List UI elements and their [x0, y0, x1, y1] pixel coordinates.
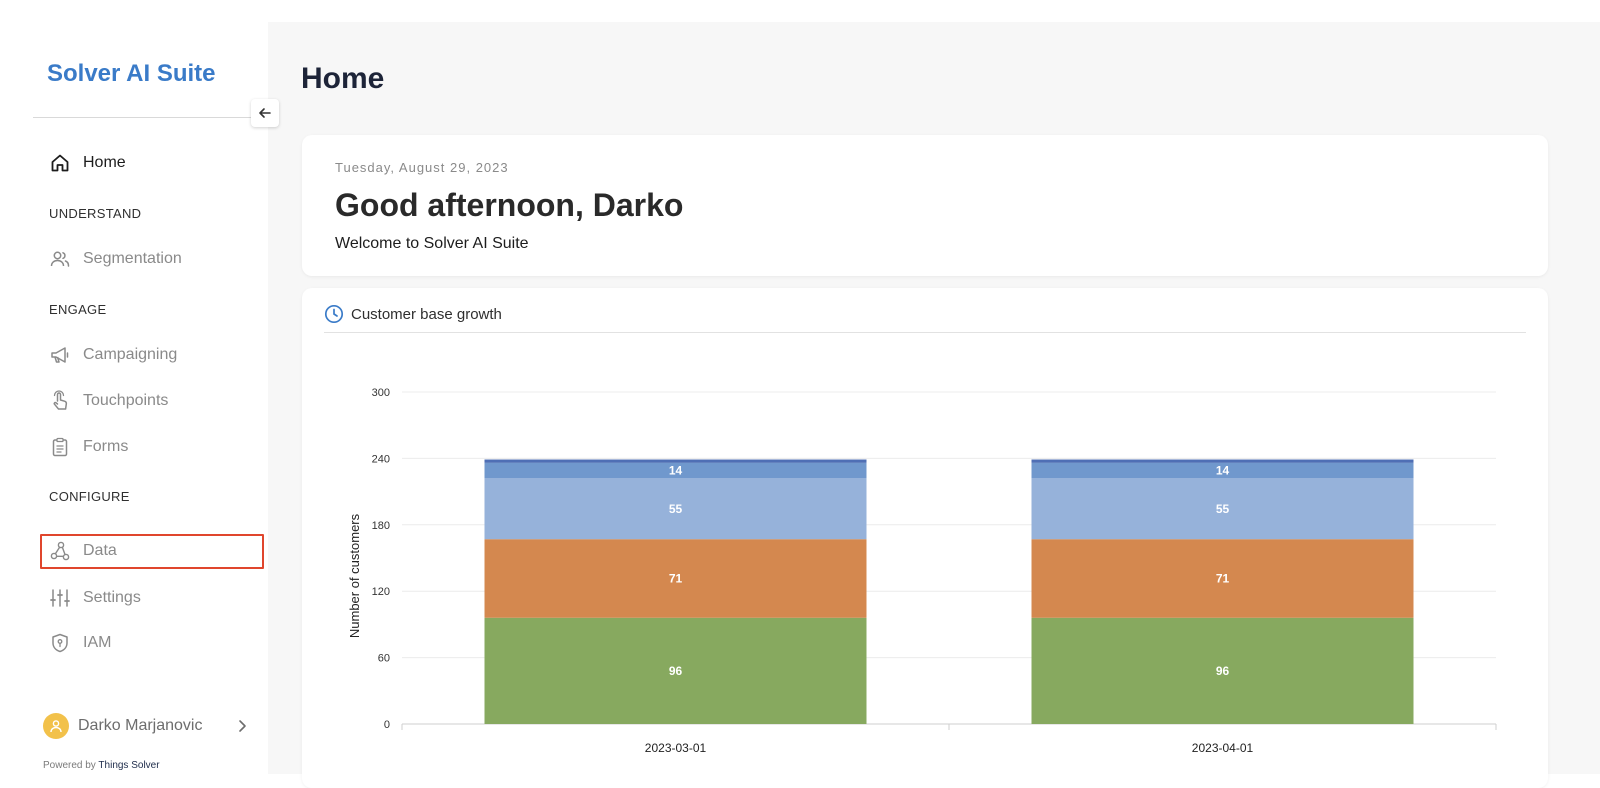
bar-segment	[484, 539, 867, 618]
megaphone-icon	[49, 344, 71, 366]
customer-growth-card: Customer base growth 0 60 120 180 240 300 Numb…	[302, 288, 1548, 788]
sidebar-item-settings[interactable]: Settings	[49, 585, 141, 611]
y-tick-label: 240	[372, 453, 390, 465]
bar-segment	[484, 478, 867, 540]
sidebar-item-campaigning[interactable]: Campaigning	[49, 342, 177, 368]
sidebar-item-forms[interactable]: Forms	[49, 434, 128, 460]
bar-segment	[1031, 539, 1414, 618]
sidebar-item-label: Data	[83, 542, 117, 559]
page-title: Home	[301, 62, 385, 95]
home-icon	[49, 152, 71, 174]
y-tick-label: 120	[372, 586, 390, 598]
bar-data-label: 71	[1216, 571, 1230, 585]
sidebar-item-iam[interactable]: IAM	[49, 630, 111, 656]
chart-card-title: Customer base growth	[351, 305, 502, 323]
greeting-card: Tuesday, August 29, 2023 Good afternoon,…	[302, 135, 1548, 276]
welcome-subtitle: Welcome to Solver AI Suite	[335, 235, 529, 252]
data-nodes-icon	[49, 540, 71, 562]
y-tick-label: 300	[372, 387, 390, 399]
users-icon	[49, 248, 71, 270]
greeting-headline: Good afternoon, Darko	[335, 187, 684, 223]
highlight-annotation	[40, 534, 264, 569]
bar-data-label: 96	[669, 664, 683, 678]
y-tick-label: 0	[384, 719, 390, 731]
x-tick-label: 2023-03-01	[645, 741, 707, 755]
x-tick-label: 2023-04-01	[1192, 741, 1254, 755]
bar-data-label: 55	[1216, 502, 1230, 516]
sidebar-item-home[interactable]: Home	[49, 150, 126, 176]
brand-title: Solver AI Suite	[47, 60, 216, 87]
powered-by-footer: Powered by Things Solver	[43, 760, 160, 771]
bar-segment	[484, 459, 867, 463]
sidebar-item-label: Segmentation	[83, 250, 182, 267]
clock-icon	[324, 304, 344, 324]
pointer-hand-icon	[49, 390, 71, 412]
bar-segment	[1031, 462, 1414, 479]
bar-data-label: 96	[1216, 664, 1230, 678]
collapse-sidebar-button[interactable]	[251, 99, 279, 127]
sidebar-item-data[interactable]: Data	[49, 538, 117, 564]
bar-segment	[1031, 459, 1414, 463]
current-date: Tuesday, August 29, 2023	[335, 160, 509, 175]
sidebar-item-label: Campaigning	[83, 346, 178, 363]
clipboard-icon	[49, 436, 71, 458]
user-icon	[50, 720, 62, 733]
sliders-icon	[49, 587, 71, 609]
brand-divider	[33, 117, 251, 118]
section-label-engage: ENGAGE	[49, 302, 107, 317]
sidebar-item-label: IAM	[83, 634, 112, 651]
sidebar-item-label: Home	[83, 154, 126, 171]
powered-by-prefix: Powered by	[43, 760, 96, 771]
bar-segment	[1031, 478, 1414, 540]
bar-data-label: 71	[669, 571, 683, 585]
sidebar: Solver AI Suite Home UNDERSTAND Segmenta…	[0, 22, 279, 774]
bar-data-label: 55	[669, 502, 683, 516]
bar-segment	[484, 462, 867, 479]
customer-growth-chart: 0 60 120 180 240 300 Number of customers 96 71 55…	[347, 387, 1497, 755]
sidebar-item-label: Touchpoints	[83, 392, 169, 409]
sidebar-item-label: Forms	[83, 438, 129, 455]
avatar	[43, 713, 69, 739]
sidebar-item-label: Settings	[83, 589, 141, 606]
bar-data-label: 14	[669, 464, 683, 478]
main-content: Home Tuesday, August 29, 2023 Good after…	[268, 22, 1600, 788]
shield-icon	[49, 632, 71, 654]
chart-card-divider	[324, 332, 1526, 333]
arrow-left-icon	[259, 108, 271, 118]
section-label-configure: CONFIGURE	[49, 489, 130, 504]
powered-by-brand[interactable]: Things Solver	[98, 760, 160, 771]
section-label-understand: UNDERSTAND	[49, 206, 142, 221]
sidebar-item-touchpoints[interactable]: Touchpoints	[49, 388, 168, 414]
user-name: Darko Marjanovic	[78, 717, 203, 734]
chart-card-header: Customer base growth	[324, 304, 502, 324]
y-axis-label: Number of customers	[347, 513, 362, 638]
y-tick-label: 180	[372, 520, 390, 532]
y-tick-label: 60	[378, 653, 390, 665]
bar-data-label: 14	[1216, 464, 1230, 478]
bar-segment	[1031, 617, 1414, 724]
app-frame: Solver AI Suite Home UNDERSTAND Segmenta…	[0, 22, 1600, 788]
sidebar-item-segmentation[interactable]: Segmentation	[49, 246, 182, 272]
user-menu[interactable]: Darko Marjanovic	[43, 712, 248, 740]
chevron-right-icon	[239, 720, 246, 732]
bar-segment	[484, 617, 867, 724]
